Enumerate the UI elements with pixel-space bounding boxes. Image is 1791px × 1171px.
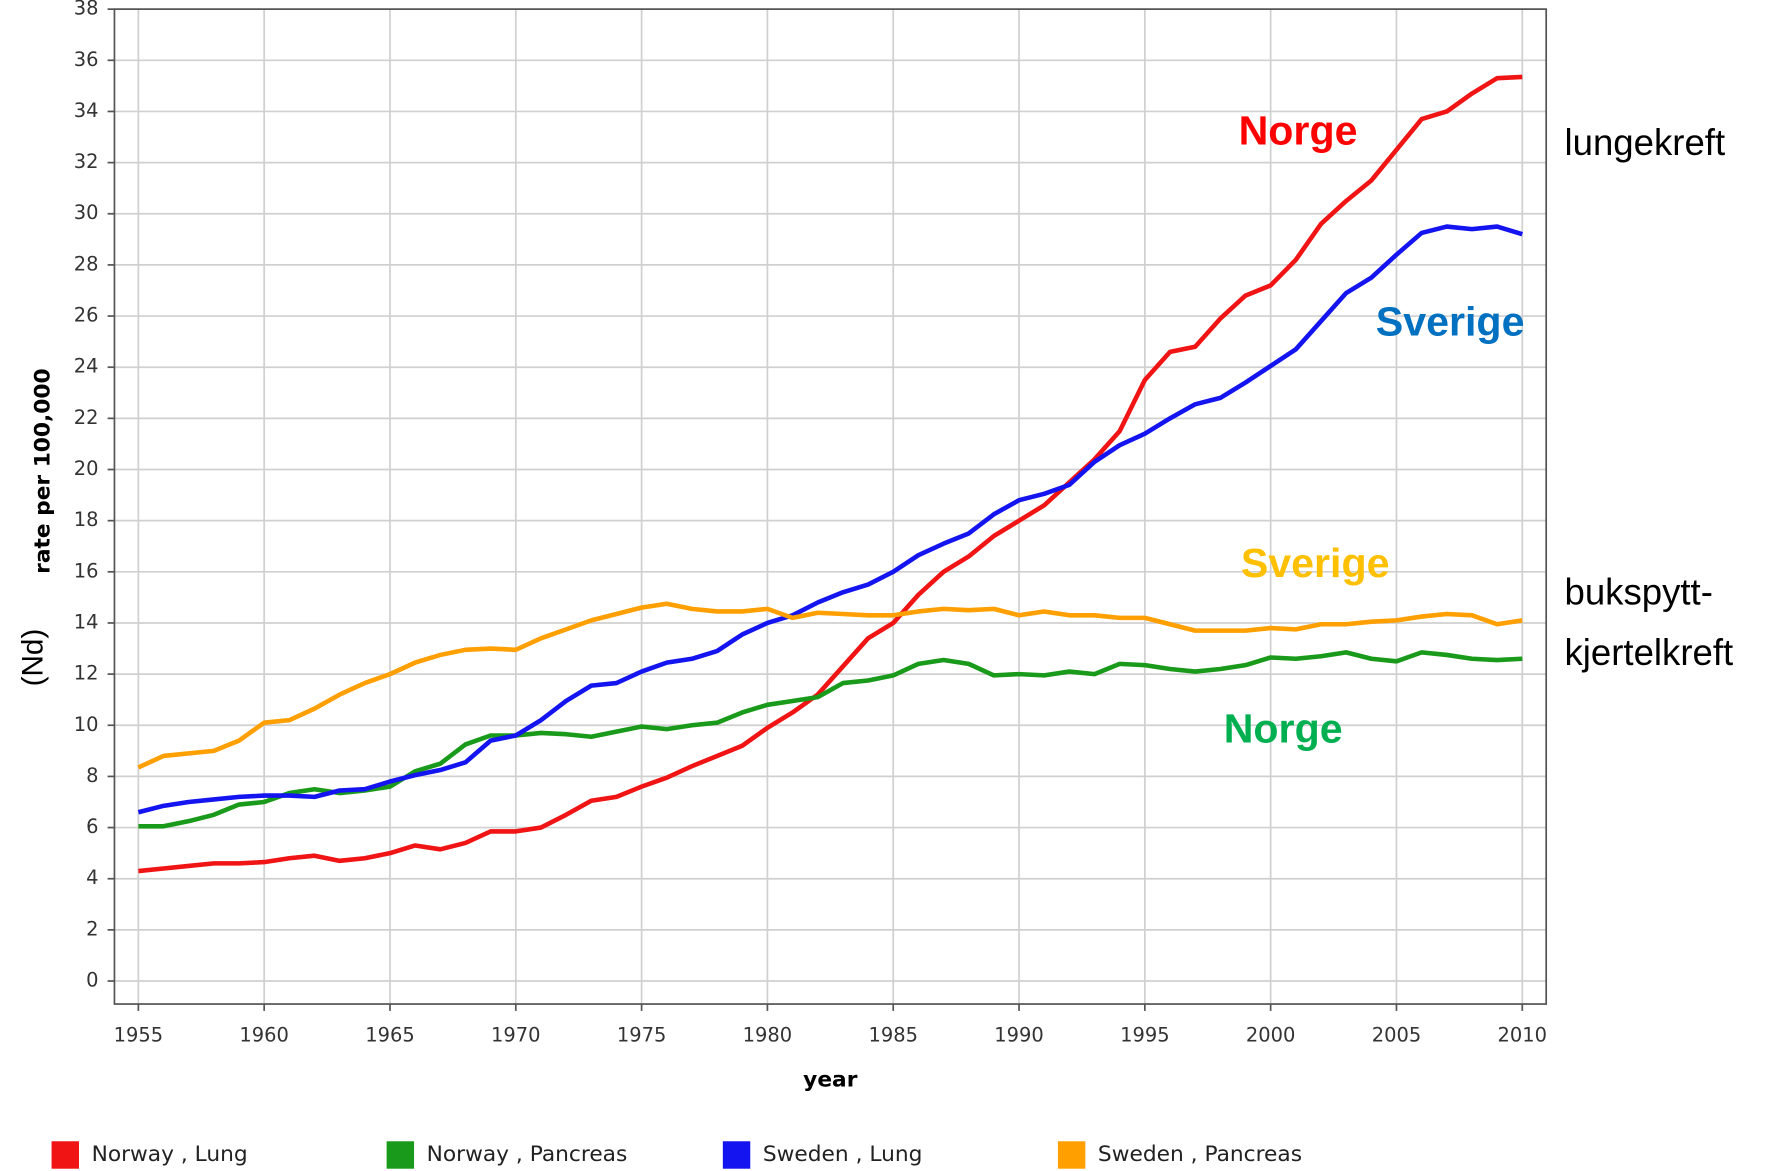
y-axis-unit: (Nd) [16, 629, 49, 687]
y-tick-label: 6 [86, 815, 98, 838]
side-label: bukspytt- [1564, 571, 1712, 612]
legend-label: Norway , Lung [92, 1142, 248, 1167]
y-tick-label: 12 [74, 662, 99, 685]
legend-swatch [51, 1141, 80, 1169]
x-tick-label: 1965 [365, 1024, 414, 1047]
y-tick-label: 30 [74, 201, 99, 224]
x-tick-label: 1970 [491, 1024, 540, 1047]
y-tick-label: 10 [74, 713, 99, 736]
x-tick-label: 1980 [743, 1024, 792, 1047]
legend-swatch [386, 1141, 415, 1169]
side-label: kjertelkreft [1564, 632, 1733, 673]
x-tick-label: 1985 [868, 1024, 917, 1047]
y-tick-label: 16 [74, 559, 99, 582]
y-tick-label: 28 [74, 252, 99, 275]
y-tick-label: 14 [74, 610, 99, 633]
y-tick-label: 4 [86, 866, 98, 889]
data-line [137, 601, 1523, 770]
x-tick-label: 2005 [1372, 1024, 1421, 1047]
y-tick-label: 36 [74, 48, 99, 71]
y-tick-label: 8 [86, 764, 98, 787]
x-axis-label: year [803, 1068, 858, 1093]
legend-label: Norway , Pancreas [427, 1142, 628, 1167]
y-axis-label: rate per 100,000 [31, 368, 56, 574]
y-tick-label: 26 [74, 304, 99, 327]
y-tick-label: 2 [86, 917, 98, 940]
y-tick-label: 34 [74, 99, 99, 122]
x-tick-label: 2000 [1246, 1024, 1295, 1047]
legend-swatch [1057, 1141, 1086, 1169]
annotation: Sverige [1241, 540, 1390, 586]
side-label: lungekreft [1564, 122, 1725, 163]
y-tick-label: 24 [74, 355, 99, 378]
data-line [138, 74, 1523, 874]
legend-label: Sweden , Pancreas [1098, 1142, 1302, 1167]
y-tick-label: 0 [86, 969, 98, 992]
legend-swatch [722, 1141, 751, 1169]
y-tick-label: 32 [74, 150, 99, 173]
plot-frame [113, 8, 1548, 1005]
annotation: Sverige [1376, 299, 1525, 345]
y-tick-label: 38 [74, 0, 99, 20]
x-tick-label: 1995 [1120, 1024, 1169, 1047]
x-tick-label: 1990 [994, 1024, 1043, 1047]
x-tick-label: 2010 [1498, 1024, 1547, 1047]
x-tick-label: 1955 [114, 1024, 163, 1047]
legend-label: Sweden , Lung [763, 1142, 923, 1167]
annotation: Norge [1239, 108, 1358, 154]
y-tick-label: 22 [74, 406, 99, 429]
grid [114, 8, 1547, 1005]
y-tick-label: 20 [74, 457, 99, 480]
x-tick-label: 1975 [617, 1024, 666, 1047]
data-line [137, 224, 1523, 815]
y-tick-label: 18 [74, 508, 99, 531]
annotation: Norge [1224, 706, 1343, 752]
x-tick-label: 1960 [239, 1024, 288, 1047]
